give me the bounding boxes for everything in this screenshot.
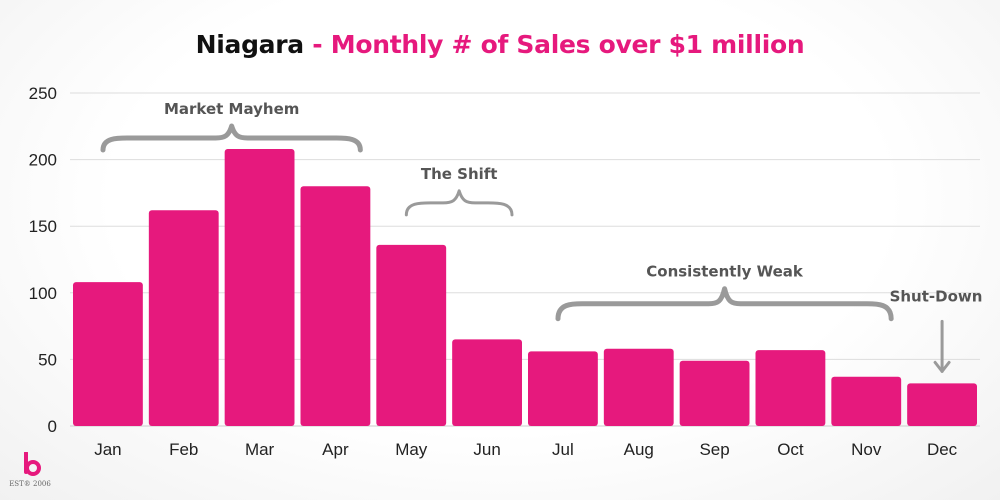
annotation-brace xyxy=(404,189,514,217)
x-tick-label: Jan xyxy=(94,440,121,459)
annotation-brace xyxy=(555,286,894,322)
x-tick-label: Aug xyxy=(624,440,654,459)
title-subtitle: Monthly # of Sales over $1 million xyxy=(330,30,805,59)
x-tick-label: Nov xyxy=(851,440,882,459)
bar-jan xyxy=(73,282,143,426)
x-tick-label: Apr xyxy=(322,440,349,459)
bar-jul xyxy=(528,351,598,426)
bar-sep xyxy=(679,360,750,426)
bar-feb xyxy=(148,210,219,426)
bars xyxy=(73,148,977,426)
bar-dec xyxy=(907,383,977,426)
y-tick-label: 50 xyxy=(38,350,57,369)
x-tick-label: Oct xyxy=(777,440,804,459)
title-main: Niagara xyxy=(195,30,305,59)
bar-mar xyxy=(224,148,295,426)
annotations: Market Mayhem The Shift Consistently Weak S… xyxy=(100,100,983,373)
x-tick-label: May xyxy=(395,440,428,459)
bar-aug xyxy=(603,348,674,426)
annotation-label: Consistently Weak xyxy=(646,263,804,281)
x-tick-label: Jun xyxy=(473,440,500,459)
x-tick-label: Jul xyxy=(552,440,574,459)
x-tick-label: Sep xyxy=(699,440,729,459)
x-axis-ticks: Jan Feb Mar Apr May Jun Jul Aug Sep Oct Nov Dec xyxy=(94,440,957,459)
chart-title: Niagara - Monthly # of Sales over $1 mil… xyxy=(0,30,1000,59)
bar-nov xyxy=(831,376,902,426)
bar-jun xyxy=(452,339,522,426)
x-tick-label: Feb xyxy=(169,440,198,459)
annotation-arrow-head xyxy=(933,360,951,373)
y-tick-label: 150 xyxy=(29,217,57,236)
bar-oct xyxy=(755,350,826,426)
y-tick-label: 100 xyxy=(29,284,57,303)
bar-may xyxy=(376,244,447,426)
logo-text: EST® 2006 xyxy=(9,480,51,488)
y-tick-label: 250 xyxy=(29,84,57,103)
annotation-label: The Shift xyxy=(421,165,498,183)
y-tick-label: 0 xyxy=(48,417,57,436)
title-separator: - xyxy=(303,30,331,59)
annotation-brace xyxy=(100,123,363,153)
brand-logo: EST® 2006 xyxy=(8,452,56,494)
x-tick-label: Mar xyxy=(245,440,275,459)
b-logo-icon xyxy=(24,452,41,476)
grid-lines xyxy=(70,92,980,427)
annotation-label: Market Mayhem xyxy=(164,100,299,118)
y-tick-label: 200 xyxy=(29,151,57,170)
y-axis-ticks: 0 50 100 150 200 250 xyxy=(29,84,57,436)
bar-apr xyxy=(300,186,371,426)
x-tick-label: Dec xyxy=(927,440,958,459)
annotation-label: Shut-Down xyxy=(890,287,983,305)
